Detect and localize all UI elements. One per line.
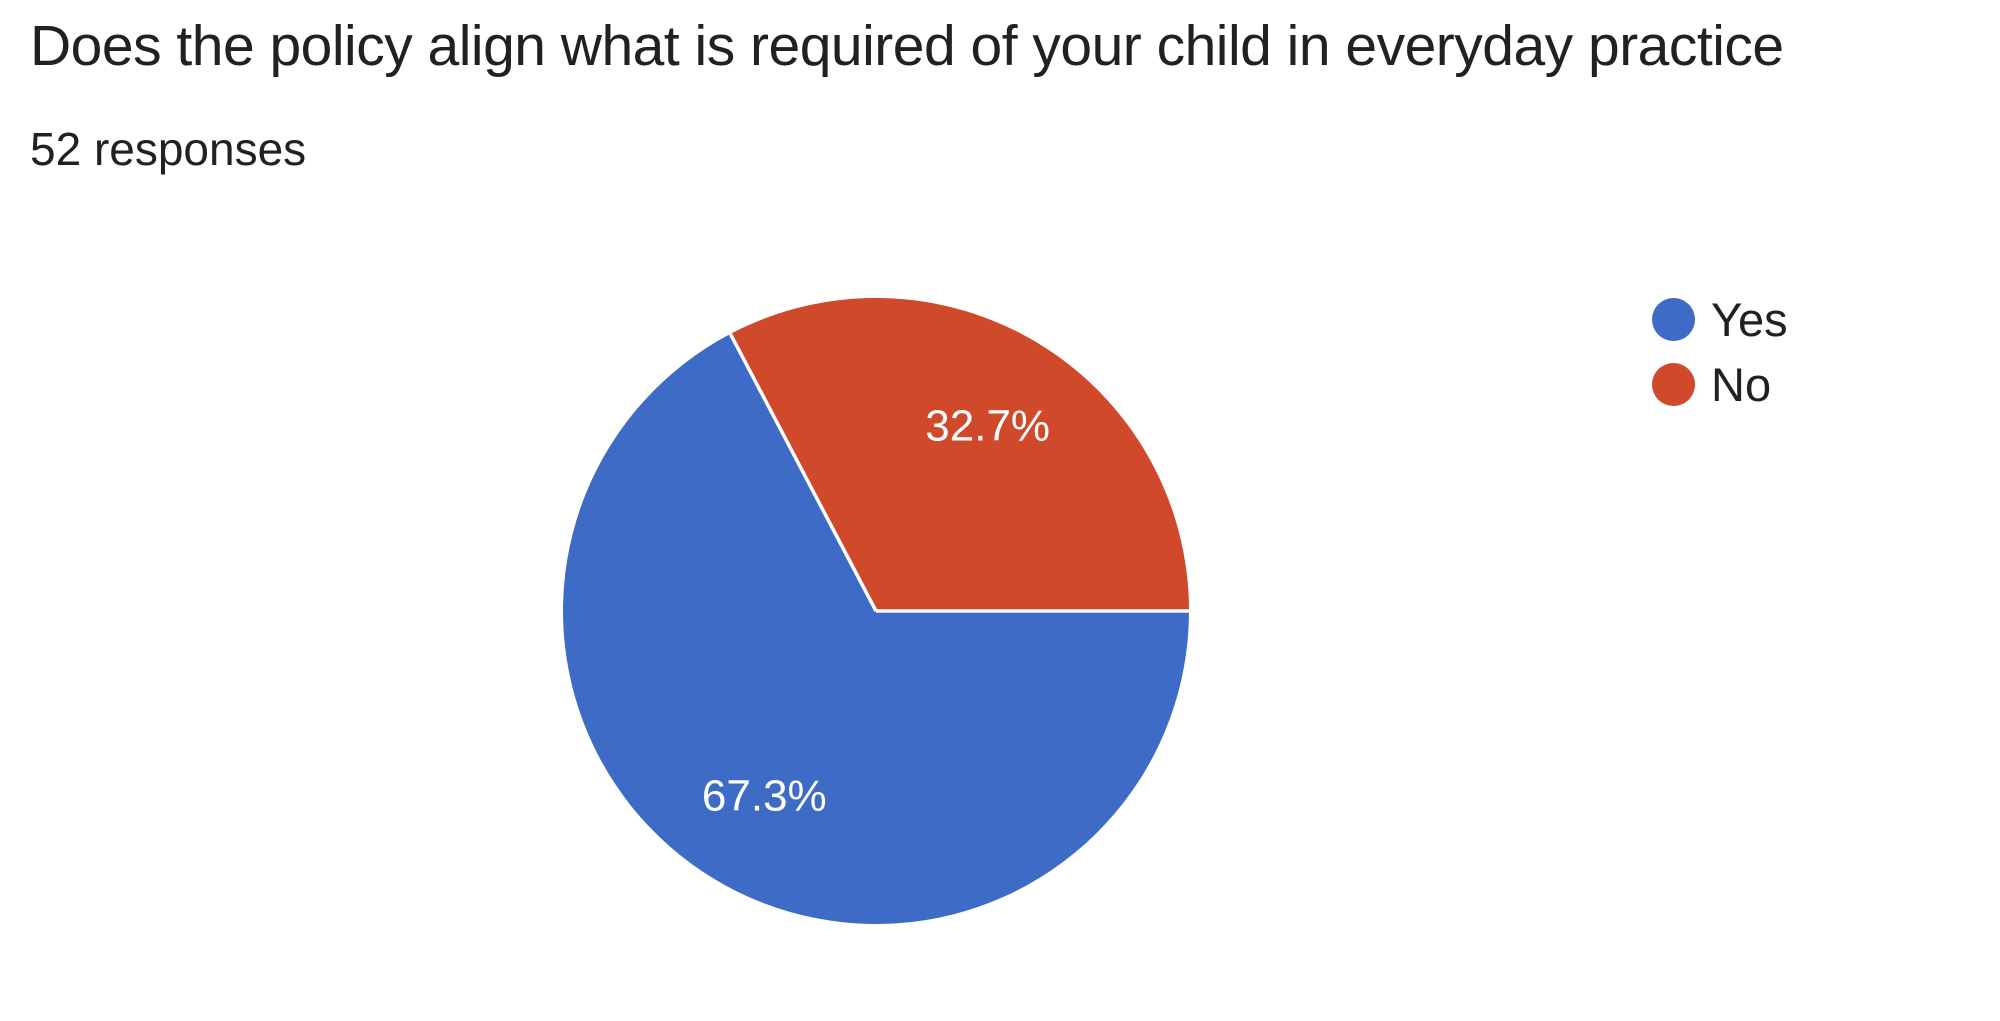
legend-item-no: No [1652,358,1788,411]
legend-item-yes: Yes [1652,293,1788,346]
legend-dot-yes-icon [1652,298,1695,341]
chart-legend: Yes No [1652,293,1788,411]
legend-label-yes: Yes [1711,293,1788,346]
pie-slice-label-yes: 67.3% [702,771,827,820]
pie-slice-yes[interactable] [563,333,1189,924]
pie-chart: 67.3% 32.7% [563,298,1189,924]
legend-dot-no-icon [1652,363,1695,406]
pie-slice-no[interactable] [730,298,1189,611]
slice-divider [728,333,878,612]
responses-count: 52 responses [30,123,307,175]
legend-label-no: No [1711,358,1772,411]
question-title: Does the policy align what is required o… [30,14,1784,78]
pie-slice-label-no: 32.7% [925,402,1050,451]
